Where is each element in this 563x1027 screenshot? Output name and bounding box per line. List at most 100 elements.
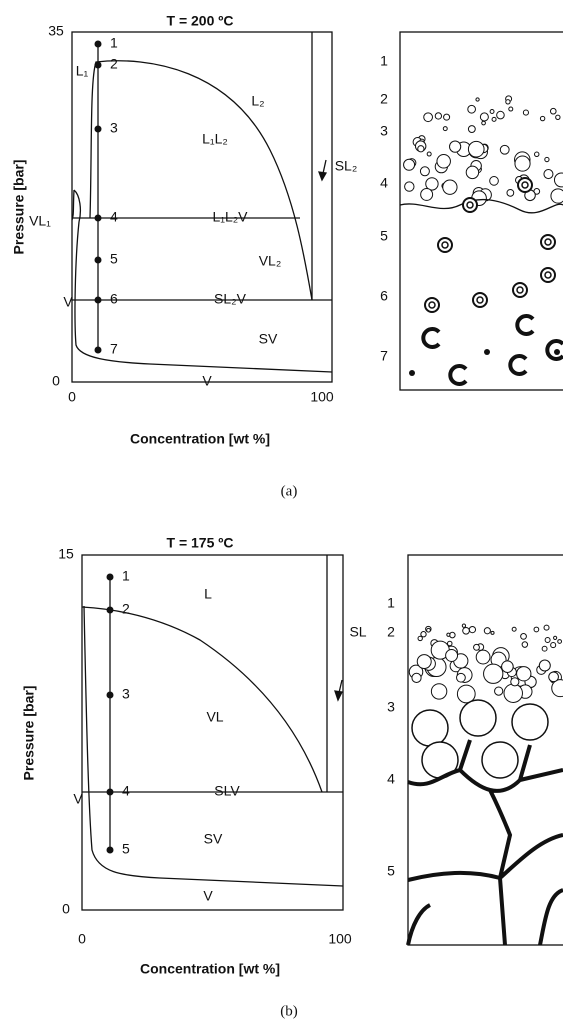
bubble <box>484 628 490 634</box>
state-point <box>95 257 102 264</box>
state-point <box>95 297 102 304</box>
bubble <box>421 188 433 200</box>
bubble <box>468 105 476 113</box>
bubble <box>450 141 461 152</box>
bubble <box>544 170 553 179</box>
bubble <box>437 155 450 168</box>
stage-label: 5 <box>380 228 388 244</box>
state-point <box>107 574 114 581</box>
point-label: 1 <box>110 35 118 51</box>
bubble <box>545 239 551 245</box>
point-label: 1 <box>122 568 130 584</box>
bubble <box>421 632 426 637</box>
bubble <box>545 272 551 278</box>
bubble <box>556 115 560 119</box>
bubble <box>502 661 514 673</box>
bubble <box>542 646 547 651</box>
bubble <box>412 710 448 746</box>
y-tick-label: 35 <box>48 23 64 39</box>
bubble <box>468 141 484 157</box>
stage-label: 3 <box>380 123 388 139</box>
bubble <box>484 664 503 683</box>
region-label: V <box>203 888 213 904</box>
bubble <box>462 624 465 627</box>
bubble <box>476 98 479 101</box>
phase-diagram-a <box>72 32 563 390</box>
bubble <box>497 111 505 119</box>
region-label: L₁ <box>76 63 89 79</box>
bubble <box>490 177 499 186</box>
bubble <box>551 643 556 648</box>
bubble <box>443 127 447 131</box>
particle <box>409 370 415 376</box>
bubble <box>554 173 563 187</box>
arrow-head <box>335 691 342 700</box>
region-label: VL₂ <box>259 253 282 269</box>
region-label: SV <box>259 331 278 347</box>
point-label: 5 <box>122 841 130 857</box>
bubble <box>457 673 466 682</box>
panel-title: T = 200 ºC <box>167 13 234 29</box>
bubble <box>506 100 510 104</box>
particle <box>554 349 560 355</box>
x-tick-label: 0 <box>68 389 76 405</box>
y-tick-label: 15 <box>58 546 74 562</box>
region-label: VL <box>206 709 223 725</box>
region-label: SL <box>349 624 366 640</box>
y-tick-label: 0 <box>62 901 70 917</box>
bubble <box>482 121 486 125</box>
bubble <box>466 166 478 178</box>
bubble <box>551 189 563 203</box>
region-label: L₂ <box>251 93 264 109</box>
region-label: V <box>73 791 83 807</box>
figure: T = 200 ºC Pressure [bar] Concentration [w… <box>0 0 563 1027</box>
x-tick-label: 0 <box>78 931 86 947</box>
bubble <box>507 189 514 196</box>
bubble <box>535 152 539 156</box>
panel-title: T = 175 ºC <box>167 535 234 551</box>
stage-label: 3 <box>387 699 395 715</box>
bubble <box>468 126 475 133</box>
x-tick-label: 100 <box>310 389 334 405</box>
point-label: 3 <box>122 686 130 702</box>
point-label: 4 <box>110 209 118 225</box>
point-label: 7 <box>110 341 118 357</box>
bubble <box>467 202 473 208</box>
bubble <box>418 146 424 152</box>
bubble <box>405 182 414 191</box>
caption: (a) <box>281 483 298 499</box>
y-axis-label: Pressure [bar] <box>21 686 37 781</box>
bubble <box>429 302 435 308</box>
y-axis-label: Pressure [bar] <box>11 160 27 255</box>
bubble <box>420 167 429 176</box>
bubble <box>444 114 450 120</box>
bubble <box>447 633 450 636</box>
region-label: SL₂ <box>335 158 358 174</box>
caption: (b) <box>280 1003 298 1019</box>
bubble <box>495 687 503 695</box>
bubble <box>490 110 494 114</box>
region-label: L₁L₂V <box>212 209 248 225</box>
state-point <box>95 215 102 222</box>
point-label: 6 <box>110 291 118 307</box>
bubble <box>424 113 433 122</box>
stage-label: 2 <box>380 91 388 107</box>
region-label: L₁L₂ <box>202 131 228 147</box>
bubble-fragment <box>510 356 526 374</box>
region-label: L <box>204 586 212 602</box>
y-tick-label: 0 <box>52 373 60 389</box>
region-label: V <box>63 294 73 310</box>
bubble <box>509 107 513 111</box>
region-label: V <box>202 373 212 389</box>
bubble <box>522 182 528 188</box>
bubble <box>544 625 549 630</box>
bubble <box>550 108 556 114</box>
stage-label: 2 <box>387 624 395 640</box>
x-axis-label: Concentration [wt %] <box>140 961 280 977</box>
arrow-head <box>319 172 326 180</box>
bubble <box>517 287 523 293</box>
bubble <box>500 145 509 154</box>
bubble-fragment <box>450 366 466 384</box>
x-tick-label: 100 <box>328 931 352 947</box>
stage-label: 4 <box>387 771 395 787</box>
